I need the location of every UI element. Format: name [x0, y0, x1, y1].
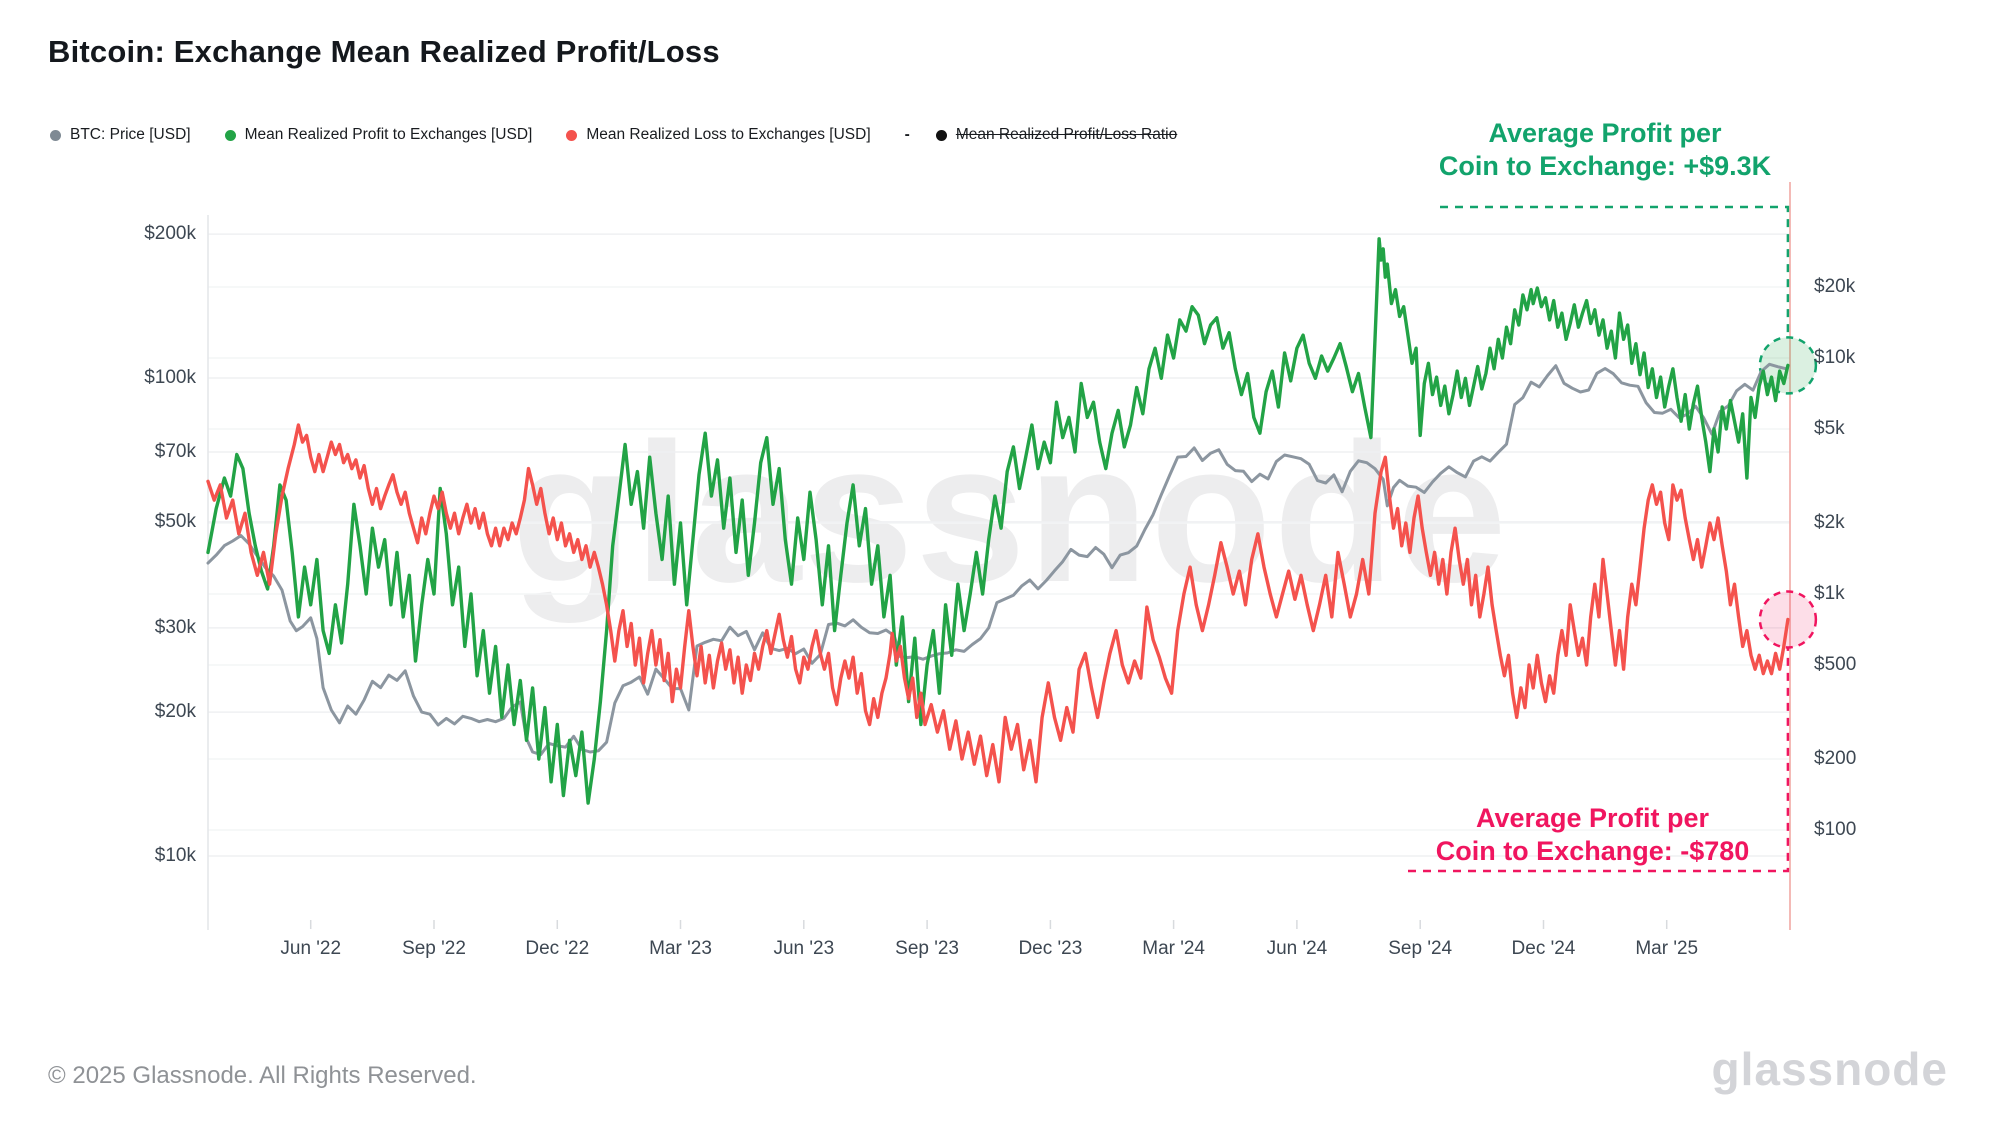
annotation-loss: Average Profit per Coin to Exchange: -$7… — [1400, 802, 1785, 868]
x-axis-label: Sep '22 — [402, 938, 466, 959]
legend-item-label: Mean Realized Profit to Exchanges [USD] — [244, 126, 533, 143]
x-axis-label: Mar '24 — [1142, 938, 1206, 959]
legend-item-label: Mean Realized Profit/Loss Ratio — [955, 126, 1178, 143]
legend-item-1[interactable]: Mean Realized Profit to Exchanges [USD] — [224, 126, 533, 144]
legend-dot-icon — [935, 129, 947, 141]
x-axis-label: Sep '23 — [895, 938, 960, 959]
y-axis-label-right: $10k — [1814, 347, 1856, 368]
y-axis-label-right: $1k — [1814, 583, 1845, 604]
y-axis-label-left: $10k — [154, 845, 196, 866]
x-axis-label: Sep '24 — [1388, 938, 1453, 959]
y-axis-label-right: $2k — [1814, 511, 1845, 533]
legend-separator: - — [904, 126, 910, 143]
x-axis-label: Mar '25 — [1635, 938, 1699, 959]
y-axis-label-left: $70k — [154, 441, 196, 463]
y-axis-label-left: $20k — [154, 701, 196, 723]
x-axis-label: Mar '23 — [649, 938, 712, 959]
legend-item-4[interactable]: Mean Realized Profit/Loss Ratio — [935, 126, 1178, 144]
glassnode-watermark: glassnode — [511, 402, 1509, 623]
chart-legend: BTC: Price [USD] Mean Realized Profit to … — [50, 126, 1211, 144]
annotation-loss-line2: Coin to Exchange: -$780 — [1435, 836, 1750, 866]
annotation-profit-line2: Coin to Exchange: +$9.3K — [1438, 151, 1772, 181]
y-axis-label-right: $500 — [1814, 654, 1857, 676]
y-axis-label-right: $5k — [1814, 418, 1845, 440]
legend-item-label: Mean Realized Loss to Exchanges [USD] — [586, 126, 871, 143]
annotation-profit-line1: Average Profit per — [1488, 118, 1722, 148]
page-title: Bitcoin: Exchange Mean Realized Profit/L… — [48, 34, 720, 69]
footer-copyright: © 2025 Glassnode. All Rights Reserved. — [48, 1062, 477, 1089]
y-axis-label-left: $200k — [144, 223, 196, 245]
x-axis-label: Jun '22 — [280, 938, 342, 959]
y-axis-label-right: $200 — [1814, 747, 1857, 769]
legend-item-0[interactable]: BTC: Price [USD] — [50, 126, 191, 144]
glassnode-logo: glassnode — [1711, 1043, 1948, 1095]
legend-item-2[interactable]: Mean Realized Loss to Exchanges [USD] — [566, 126, 871, 144]
legend-item-label: BTC: Price [USD] — [70, 126, 191, 143]
legend-dot-icon — [566, 129, 578, 141]
y-axis-label-left: $100k — [144, 367, 196, 388]
x-axis-label: Jun '23 — [773, 938, 835, 959]
x-axis-label: Dec '23 — [1018, 938, 1083, 959]
y-axis-label-right: $100 — [1814, 819, 1857, 840]
annotation-loss-line1: Average Profit per — [1475, 803, 1710, 833]
x-axis-label: Dec '22 — [525, 938, 590, 959]
annotation-profit: Average Profit per Coin to Exchange: +$9… — [1420, 117, 1790, 183]
x-axis-label: Dec '24 — [1511, 938, 1576, 959]
y-axis-label-left: $50k — [154, 510, 196, 532]
y-axis-label-left: $30k — [154, 616, 196, 638]
x-axis-label: Jun '24 — [1266, 938, 1328, 959]
legend-dot-icon — [50, 129, 61, 141]
y-axis-label-right: $20k — [1814, 275, 1856, 297]
legend-dot-icon — [224, 129, 236, 141]
